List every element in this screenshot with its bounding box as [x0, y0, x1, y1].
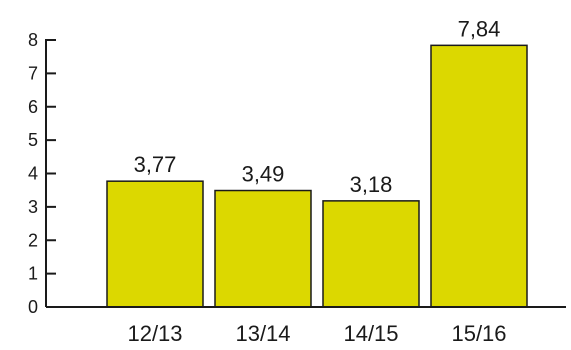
data-label-3: 7,84 [458, 16, 501, 41]
y-tick-label-1: 1 [28, 264, 38, 284]
y-tick-label-2: 2 [28, 230, 38, 250]
y-tick-label-5: 5 [28, 130, 38, 150]
y-tick-label-6: 6 [28, 97, 38, 117]
bar-1 [214, 189, 312, 308]
data-label-2: 3,18 [350, 172, 393, 197]
x-tick-label-0: 12/13 [127, 321, 182, 346]
data-label-0: 3,77 [134, 152, 177, 177]
y-tick-label-8: 8 [28, 30, 38, 50]
y-tick-label-7: 7 [28, 63, 38, 83]
y-tick-label-3: 3 [28, 197, 38, 217]
bar-0 [106, 180, 204, 308]
bar-3 [430, 44, 528, 308]
x-tick-label-3: 15/16 [451, 321, 506, 346]
bar-2 [322, 200, 420, 308]
data-label-1: 3,49 [242, 162, 285, 187]
y-tick-label-4: 4 [28, 164, 38, 184]
y-tick-label-0: 0 [28, 297, 38, 317]
x-tick-label-2: 14/15 [343, 321, 398, 346]
x-tick-label-1: 13/14 [235, 321, 290, 346]
